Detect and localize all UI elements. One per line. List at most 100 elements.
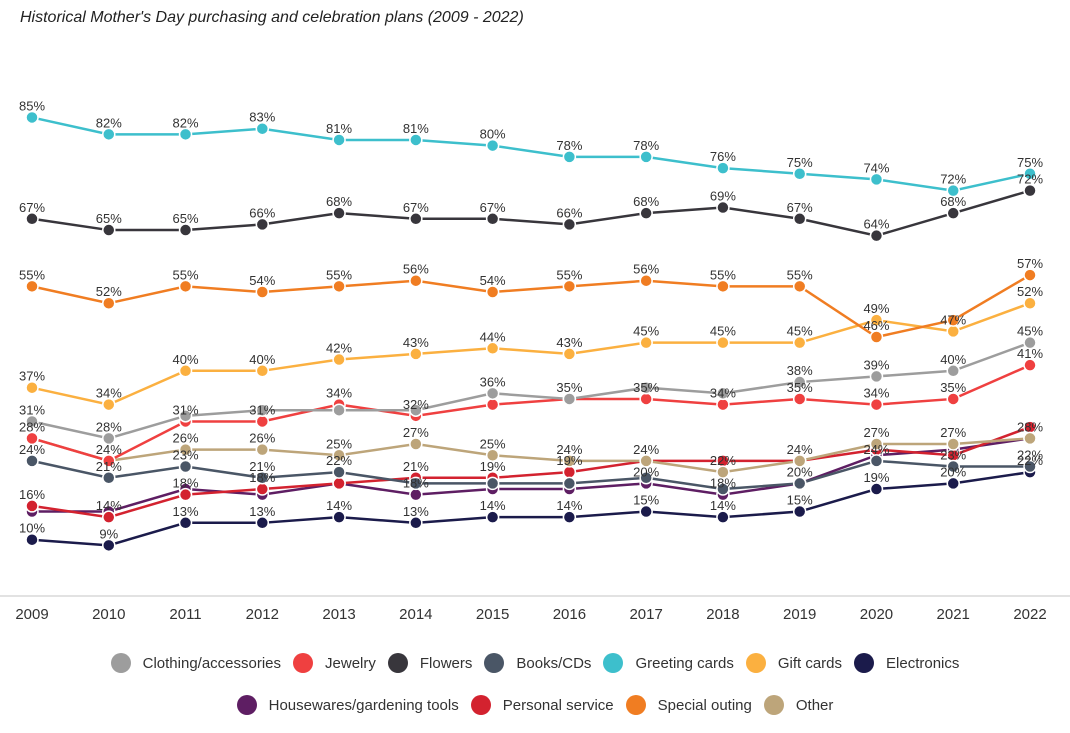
data-point-clothing-accessories-2015 (485, 386, 500, 401)
legend-swatch-icon (470, 695, 491, 715)
data-point-greeting-cards-2011 (178, 127, 193, 142)
series-line-flowers (31, 189, 1031, 237)
data-point-other-2013 (332, 448, 346, 462)
legend-label: Clothing/accessories (142, 654, 282, 672)
data-point-special-outing-2021 (946, 313, 960, 327)
x-tick-label-2014: 2014 (399, 606, 432, 623)
data-point-gift-cards-2009 (25, 380, 39, 395)
data-point-greeting-cards-2010 (102, 127, 116, 142)
data-point-books-cds-2018 (716, 482, 730, 496)
data-point-flowers-2019 (792, 212, 807, 226)
data-label-electronics-2021: 20% (940, 464, 966, 479)
legend-swatch-icon (625, 695, 646, 715)
data-label-special-outing-2011: 55% (173, 267, 199, 282)
data-label-flowers-2010: 65% (96, 211, 122, 226)
data-label-special-outing-2010: 52% (96, 284, 122, 299)
data-label-jewelry-2022: 41% (1017, 346, 1043, 361)
data-point-other-2020 (869, 437, 884, 451)
data-point-flowers-2015 (485, 212, 500, 226)
data-label-electronics-2020: 19% (863, 470, 889, 485)
line-chart: 85% 82% 82% 83% 81% 81% 80% 78% 78% 76% 75% 74% 72% 7… (0, 98, 1070, 623)
data-point-gift-cards-2014 (409, 347, 423, 361)
data-label-special-outing-2019: 55% (787, 267, 813, 282)
legend-row-1: Clothing/accessories Jewelry Flowers Books/… (0, 653, 1070, 673)
legend-label: Special outing (657, 696, 752, 714)
data-point-greeting-cards-2017 (639, 150, 653, 164)
legend-label: Books/CDs (516, 654, 592, 672)
x-tick-label-2021: 2021 (937, 606, 970, 623)
data-point-greeting-cards-2013 (332, 133, 346, 147)
legend-label: Electronics (886, 654, 960, 672)
data-point-other-2015 (485, 448, 500, 462)
data-label-jewelry-2019: 35% (787, 380, 813, 395)
legend-swatch-icon (387, 653, 408, 673)
x-tick-label-2020: 2020 (860, 606, 893, 623)
legend-swatch-icon (110, 653, 131, 673)
data-point-gift-cards-2022 (1023, 296, 1037, 310)
data-label-personal-service-2014: 21% (403, 459, 429, 474)
data-point-flowers-2009 (25, 212, 39, 226)
data-label-clothing-accessories-2020: 39% (863, 357, 889, 372)
data-point-gift-cards-2015 (485, 341, 500, 356)
legend-item-flowers: Flowers (387, 653, 472, 673)
data-labels: 85% 82% 82% 83% 81% 81% 80% 78% 78% 76% 75% 74% 72% 7… (19, 98, 1043, 541)
data-point-electronics-2020 (869, 482, 884, 496)
data-point-electronics-2012 (255, 516, 270, 530)
data-point-books-cds-2009 (25, 454, 39, 468)
series-line-special-outing (31, 274, 1031, 339)
data-point-greeting-cards-2015 (485, 138, 500, 153)
data-point-flowers-2010 (102, 223, 116, 237)
data-label-gift-cards-2021: 47% (940, 312, 966, 327)
data-label-personal-service-2016: 19% (556, 453, 582, 468)
data-point-gift-cards-2018 (716, 335, 730, 350)
data-label-other-2013: 25% (326, 436, 352, 451)
data-label-housewares-gardening-tools-2017: 20% (633, 464, 659, 479)
data-point-clothing-accessories-2021 (946, 364, 960, 378)
data-label-special-outing-2014: 56% (403, 262, 429, 277)
data-label-housewares-gardening-tools-2019: 20% (787, 464, 813, 479)
data-label-gift-cards-2009: 37% (19, 369, 45, 384)
data-point-books-cds-2017 (639, 471, 653, 485)
data-label-gift-cards-2010: 34% (96, 386, 122, 401)
data-point-books-cds-2014 (409, 476, 423, 491)
data-point-special-outing-2019 (792, 279, 807, 294)
data-point-gift-cards-2019 (792, 335, 807, 350)
data-label-greeting-cards-2015: 80% (480, 127, 506, 142)
data-label-gift-cards-2014: 43% (403, 335, 429, 350)
data-point-flowers-2021 (946, 206, 960, 220)
data-label-greeting-cards-2017: 78% (633, 138, 659, 153)
data-label-electronics-2016: 14% (556, 498, 582, 513)
data-label-jewelry-2011: 31% (173, 402, 199, 417)
data-label-books-cds-2011: 23% (173, 448, 199, 463)
data-point-special-outing-2017 (639, 273, 653, 288)
data-label-electronics-2015: 14% (480, 498, 506, 513)
data-point-electronics-2009 (25, 532, 39, 547)
x-tick-label-2018: 2018 (706, 606, 739, 623)
data-label-greeting-cards-2013: 81% (326, 121, 352, 136)
legend-item-greeting-cards: Greeting cards (603, 653, 734, 673)
data-label-flowers-2009: 67% (19, 200, 45, 215)
data-label-greeting-cards-2014: 81% (403, 121, 429, 136)
data-point-electronics-2021 (946, 476, 960, 491)
legend-label: Greeting cards (635, 654, 734, 672)
data-label-clothing-accessories-2021: 40% (940, 352, 966, 367)
data-label-other-2021: 27% (940, 425, 966, 440)
data-point-personal-service-2010 (102, 510, 116, 524)
series-lines (31, 116, 1031, 547)
legend-item-jewelry: Jewelry (293, 653, 376, 673)
data-label-flowers-2019: 67% (787, 200, 813, 215)
data-label-greeting-cards-2020: 74% (863, 160, 889, 175)
data-point-clothing-accessories-2009 (25, 414, 39, 429)
data-point-clothing-accessories-2013 (332, 403, 346, 417)
data-point-gift-cards-2013 (332, 352, 346, 367)
data-label-jewelry-2016: 35% (556, 380, 582, 395)
data-point-books-cds-2021 (946, 459, 960, 474)
data-point-flowers-2013 (332, 206, 346, 220)
data-point-electronics-2013 (332, 510, 346, 524)
series-line-gift-cards (31, 302, 1031, 406)
data-point-special-outing-2013 (332, 279, 346, 294)
chart-title: Historical Mother's Day purchasing and c… (20, 9, 524, 26)
data-point-jewelry-2022 (1023, 358, 1037, 372)
data-point-other-2011 (178, 442, 193, 457)
data-point-flowers-2016 (562, 217, 577, 232)
